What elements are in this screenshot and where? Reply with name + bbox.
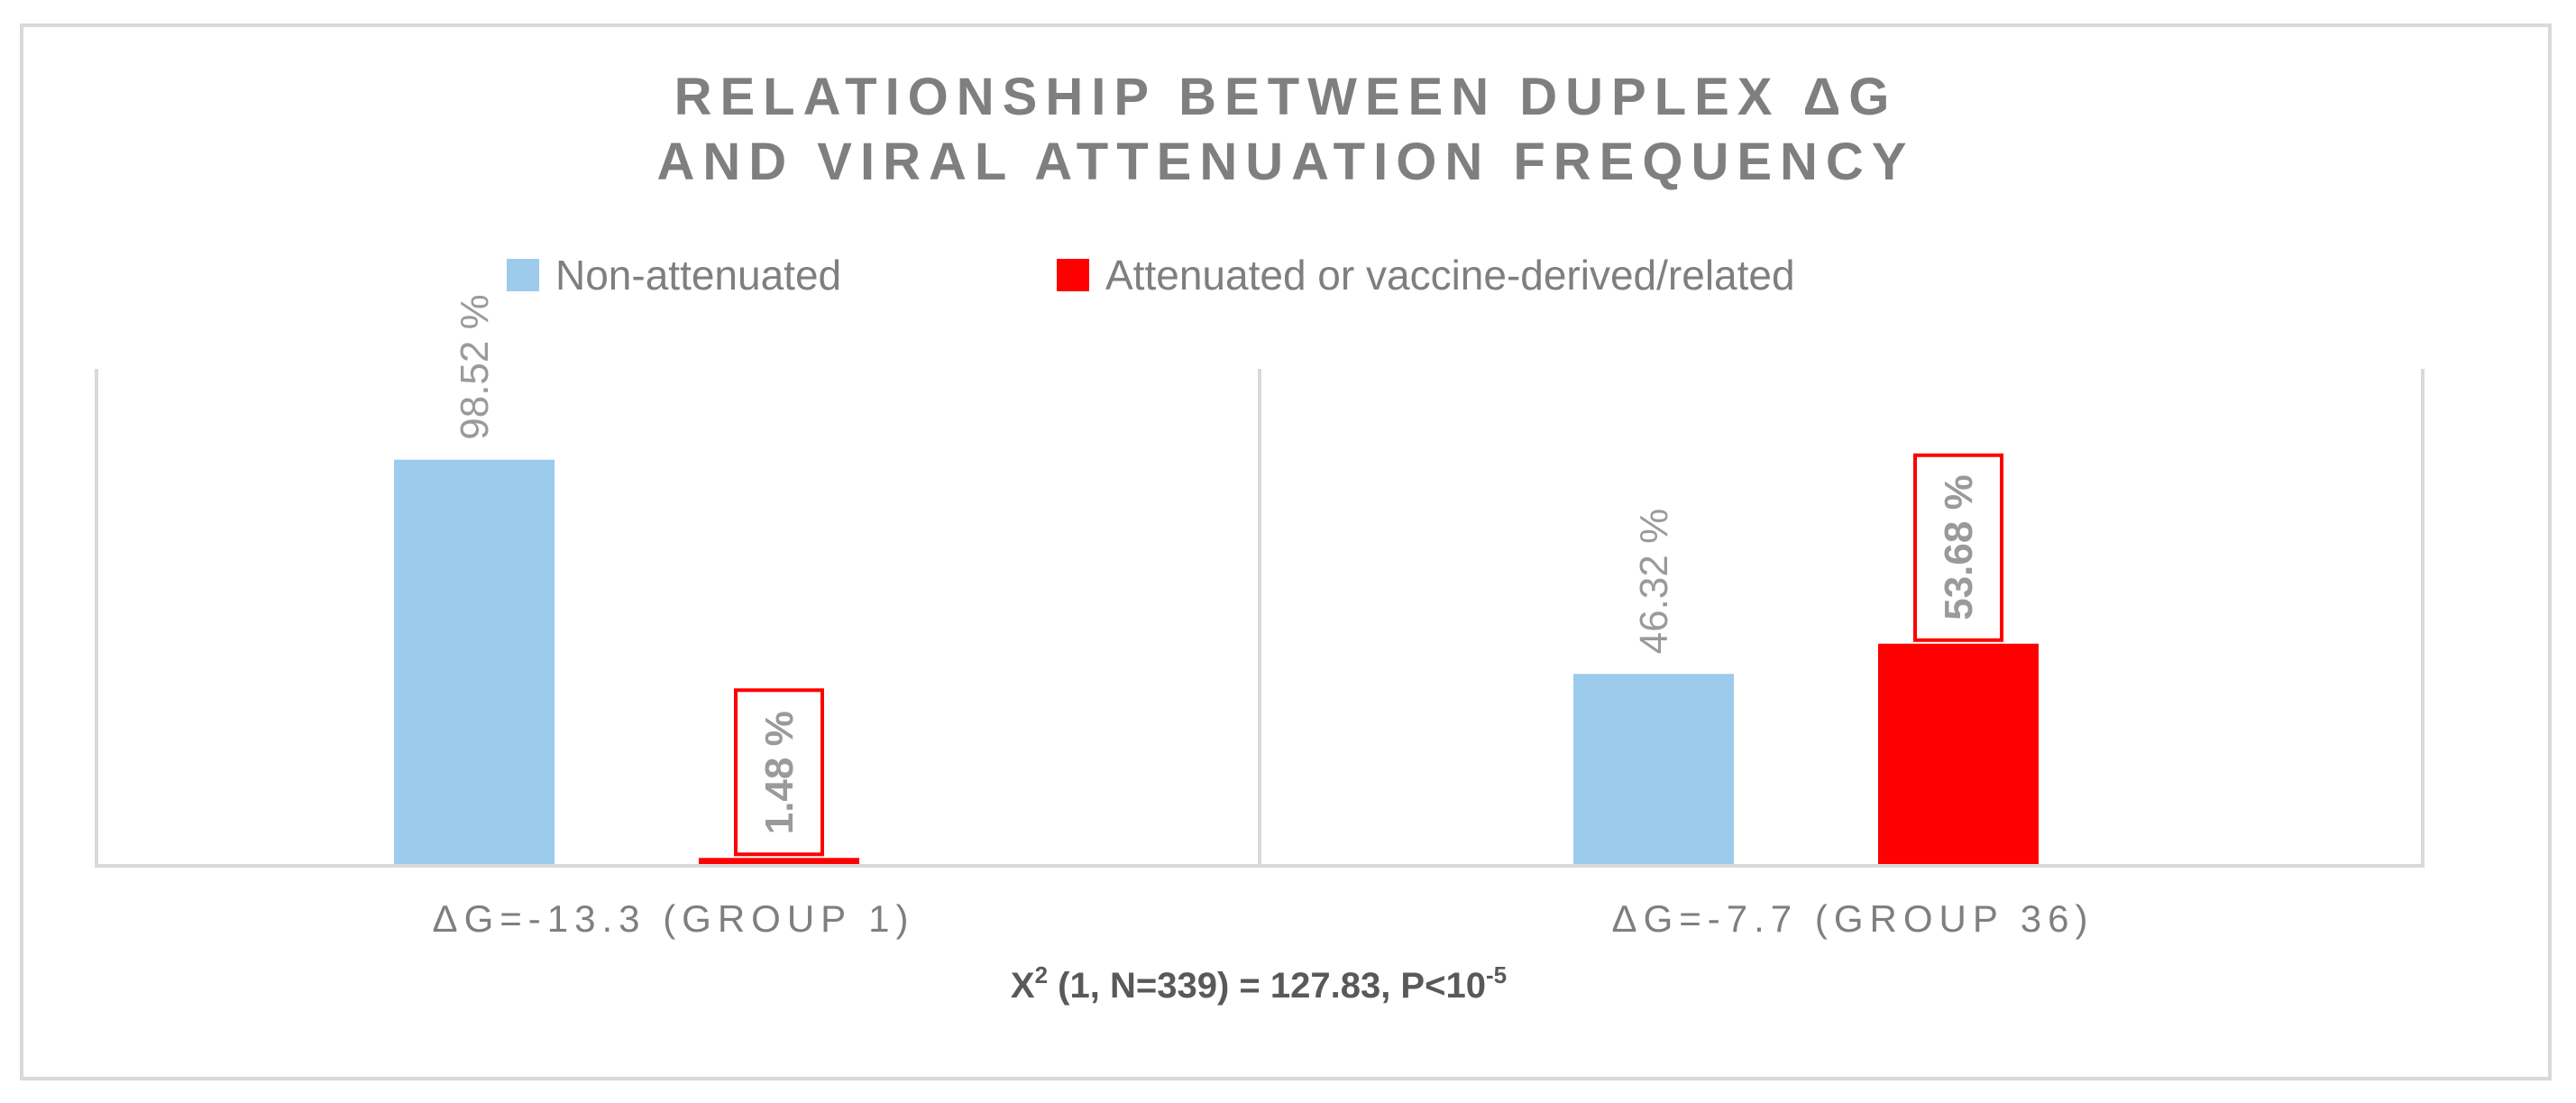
chart-canvas: RELATIONSHIP BETWEEN DUPLEX ΔG AND VIRAL… [95, 68, 2425, 1006]
data-label-series-2-category-1: 1.48 % [757, 711, 802, 834]
stat-sup-2: -5 [1486, 961, 1507, 988]
chi-square-statistic: X2 (1, N=339) = 127.83, P<10-5 [1011, 961, 1507, 1006]
bar-series-2-category-1 [699, 858, 859, 864]
data-label-series-1-category-1: 98.52 % [453, 294, 497, 439]
data-label-box-series-2-category-2 [1913, 453, 2003, 642]
bar-series-1-category-2 [1573, 674, 1734, 864]
legend-swatch-non-attenuated [507, 259, 539, 291]
bars-group [394, 459, 2039, 864]
legend: Non-attenuated Attenuated or vaccine-der… [507, 252, 1795, 299]
stat-main: X [1011, 966, 1035, 1006]
data-label-series-2-category-2: 53.68 % [1937, 474, 1981, 620]
legend-label-attenuated: Attenuated or vaccine-derived/related [1105, 252, 1795, 299]
data-labels-group: 98.52 % 46.32 % 1.48 % 53.68 % [453, 294, 2003, 857]
bar-series-2-category-2 [1878, 643, 2039, 864]
category-label-group-36: ΔG=-7.7 (GROUP 36) [1612, 897, 2095, 940]
bar-series-1-category-1 [394, 459, 555, 864]
stat-mid: (1, N=339) = 127.83, P<10 [1048, 966, 1486, 1006]
chart-title-line-2: AND VIRAL ATTENUATION FREQUENCY [657, 133, 1915, 191]
chart-title-line-1: RELATIONSHIP BETWEEN DUPLEX ΔG [674, 68, 1898, 126]
data-label-box-series-2-category-1 [734, 688, 824, 857]
category-label-group-1: ΔG=-13.3 (GROUP 1) [433, 897, 915, 940]
data-label-series-1-category-2: 46.32 % [1632, 509, 1676, 654]
stat-sup-1: 2 [1035, 961, 1048, 988]
legend-label-non-attenuated: Non-attenuated [555, 252, 841, 299]
chart-frame: RELATIONSHIP BETWEEN DUPLEX ΔG AND VIRAL… [20, 23, 2552, 1080]
legend-swatch-attenuated [1057, 259, 1089, 291]
